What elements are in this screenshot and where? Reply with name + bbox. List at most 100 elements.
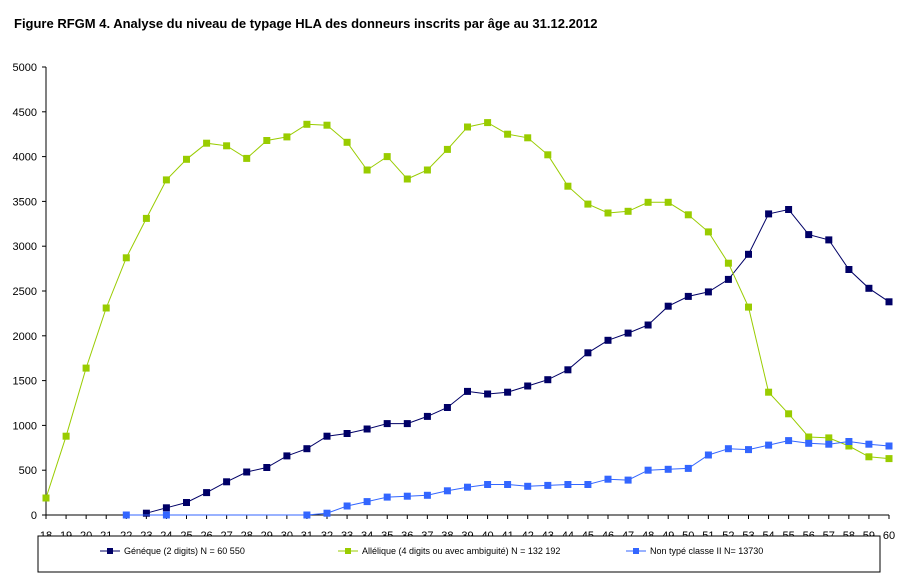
series-line — [45, 122, 890, 499]
data-point — [243, 468, 251, 476]
data-point — [363, 166, 371, 174]
legend-swatch-marker — [345, 548, 351, 554]
data-point — [383, 153, 391, 161]
data-point — [162, 511, 170, 519]
data-point — [323, 121, 331, 129]
data-point — [524, 482, 532, 490]
y-tick-label: 500 — [19, 465, 37, 477]
data-point — [805, 231, 813, 239]
data-point — [664, 302, 672, 310]
data-point — [704, 288, 712, 296]
data-point — [524, 134, 532, 142]
data-point — [684, 464, 692, 472]
data-point — [263, 137, 271, 144]
data-point — [443, 487, 451, 495]
data-point — [484, 119, 492, 127]
data-point — [504, 481, 512, 488]
data-point — [223, 142, 231, 150]
data-point — [664, 198, 672, 206]
legend: Généque (2 digits) N = 60 550 Allélique (… — [37, 535, 881, 573]
axes: 0 500 1000 1500 2000 2500 3000 3500 4000 4500 5000… — [13, 62, 896, 542]
data-point — [82, 364, 90, 372]
data-point — [765, 441, 773, 449]
y-tick-label: 4000 — [13, 152, 37, 164]
data-point — [203, 139, 211, 147]
data-point — [584, 481, 592, 488]
data-point — [564, 366, 572, 374]
data-point — [745, 250, 752, 258]
data-point — [684, 211, 692, 219]
data-point — [464, 387, 471, 395]
data-point — [684, 292, 692, 300]
data-point — [102, 304, 110, 312]
data-point — [644, 198, 652, 206]
data-point — [464, 483, 471, 491]
y-tick-label: 3500 — [13, 196, 37, 208]
data-point — [624, 476, 632, 484]
data-point — [805, 433, 813, 441]
legend-swatch-marker — [633, 548, 639, 554]
data-point — [383, 493, 391, 501]
data-point — [183, 499, 190, 506]
data-point — [544, 376, 552, 384]
data-point — [303, 120, 311, 128]
data-point — [363, 425, 371, 433]
data-point — [122, 511, 130, 519]
chart-title: Figure RFGM 4. Analyse du niveau de typa… — [14, 16, 598, 31]
data-point — [403, 492, 411, 500]
legend-box — [37, 535, 881, 573]
data-point — [544, 151, 552, 159]
data-point — [664, 465, 672, 473]
y-tick-label: 4500 — [13, 107, 37, 119]
legend-swatch-marker — [107, 548, 113, 554]
data-point — [243, 154, 251, 162]
data-point — [162, 504, 170, 512]
data-point — [504, 130, 512, 138]
data-point — [223, 478, 231, 486]
data-point — [644, 321, 652, 329]
data-point — [343, 502, 351, 510]
y-tick-label: 2500 — [13, 286, 37, 298]
data-point — [765, 210, 773, 218]
data-point — [423, 166, 431, 174]
data-point — [524, 382, 532, 390]
legend-label: Non typé classe II N= 13730 — [650, 546, 763, 556]
data-point — [724, 259, 732, 267]
y-tick-label: 3000 — [13, 241, 37, 253]
y-tick-label: 0 — [31, 510, 37, 522]
data-point — [865, 453, 873, 461]
data-point — [343, 430, 351, 437]
data-point — [724, 275, 732, 283]
data-point — [704, 228, 712, 236]
data-point — [142, 214, 150, 222]
data-point — [865, 284, 873, 292]
data-point — [825, 434, 833, 442]
data-point — [443, 145, 451, 153]
data-point — [845, 438, 853, 445]
data-point — [383, 420, 391, 428]
y-tick-label: 5000 — [13, 62, 37, 74]
data-point — [865, 440, 873, 448]
data-point — [604, 475, 612, 483]
data-point — [464, 123, 471, 131]
data-point — [745, 303, 752, 311]
data-point — [785, 437, 793, 445]
data-point — [845, 266, 853, 273]
data-point — [484, 481, 492, 488]
data-point — [624, 329, 632, 337]
data-point — [825, 236, 833, 244]
data-point — [885, 442, 893, 450]
x-tick-label: 60 — [883, 530, 895, 542]
data-point — [42, 494, 50, 502]
data-point — [745, 446, 752, 454]
data-point — [443, 404, 451, 411]
series-line — [126, 440, 890, 516]
data-point — [343, 138, 351, 146]
data-point — [323, 509, 331, 517]
data-point — [403, 420, 411, 428]
data-point — [885, 298, 893, 306]
data-point — [805, 439, 813, 447]
data-point — [564, 481, 572, 488]
data-point — [363, 498, 371, 506]
